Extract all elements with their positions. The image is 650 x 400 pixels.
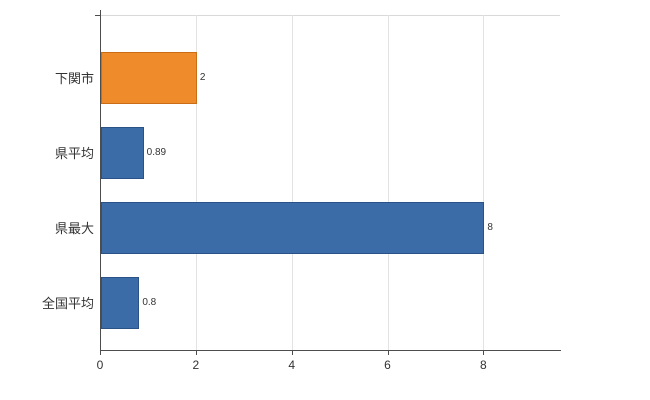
x-tick-label: 4 [288,358,295,372]
x-tick-label: 2 [192,358,200,372]
gridline [195,15,197,350]
category-label: 県最大 [54,220,94,236]
x-tick-label: 8 [479,358,487,372]
value-label: 8 [487,221,493,233]
bar-県最大 [101,201,485,254]
bar-全国平均 [101,276,140,329]
value-label: 0.8 [142,296,157,308]
x-axis-tick [291,350,293,355]
bar-県平均 [101,126,144,179]
x-axis-line [100,350,561,351]
value-label: 0.89 [146,146,167,158]
category-label: 県平均 [54,145,94,161]
y-axis-top-tick [95,15,100,16]
x-tick-label: 0 [96,358,104,372]
y-axis-line [100,10,101,350]
x-axis-tick [195,350,197,355]
bar-下関市 [101,51,197,104]
x-axis-tick [100,350,101,355]
x-tick-label: 6 [384,358,391,372]
x-axis-tick [387,350,389,355]
value-label: 2 [199,71,206,83]
gridline [291,15,293,350]
gridline [387,15,389,350]
x-axis-tick [483,350,485,355]
plot-top-border [100,15,560,16]
gridline [483,15,485,350]
category-label: 下関市 [54,70,94,86]
category-label: 全国平均 [41,295,94,311]
